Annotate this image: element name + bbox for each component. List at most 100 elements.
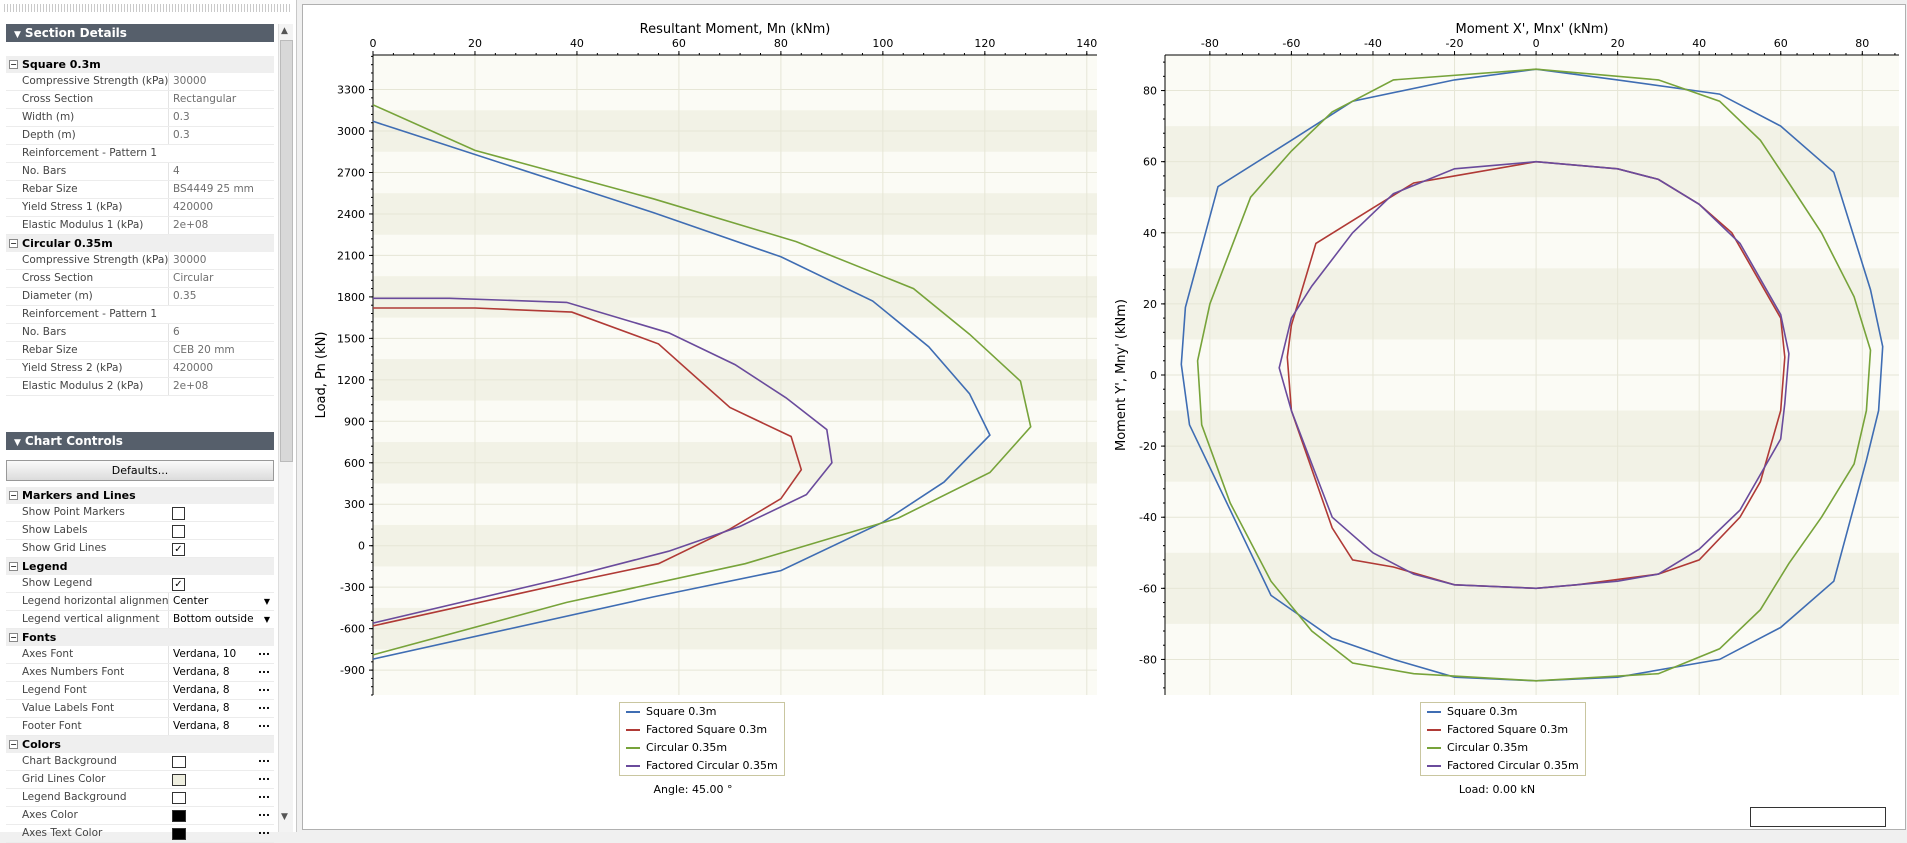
ellipsis-button[interactable]: ... <box>258 807 270 819</box>
property-row[interactable]: Reinforcement - Pattern 1 <box>6 145 274 163</box>
section-name: Square 0.3m <box>22 58 101 71</box>
show-point-markers-checkbox[interactable] <box>172 507 185 520</box>
x-tick-label: 140 <box>1076 37 1097 50</box>
font-label: Footer Font <box>22 720 82 732</box>
charts-svg: 0 20 40 60 80 100 120 140-900-600-3000300600900… <box>314 22 1899 696</box>
property-row[interactable]: Diameter (m) 0.35 <box>6 288 274 306</box>
font-value[interactable]: Verdana, 8 <box>168 700 273 717</box>
ellipsis-button[interactable]: ... <box>258 718 270 730</box>
ellipsis-button[interactable]: ... <box>258 771 270 783</box>
category-fonts[interactable]: − Fonts <box>6 629 274 646</box>
legend-label: Circular 0.35m <box>1447 741 1529 754</box>
ellipsis-button[interactable]: ... <box>258 789 270 801</box>
property-value: 30000 <box>168 252 273 269</box>
font-value[interactable]: Verdana, 8 <box>168 718 273 735</box>
series-line-circular-0-35m <box>372 104 1032 656</box>
section-details-header[interactable]: ▼ Section Details <box>6 24 274 42</box>
property-row[interactable]: Elastic Modulus 2 (kPa) 2e+08 <box>6 378 274 396</box>
property-label: Yield Stress 2 (kPa) <box>22 362 123 374</box>
legend-h-align-select[interactable]: Center <box>168 593 273 610</box>
status-input[interactable] <box>1750 807 1886 827</box>
property-row[interactable]: Cross Section Circular <box>6 270 274 288</box>
y-tick-label: 80 <box>1143 85 1157 98</box>
property-row[interactable]: Yield Stress 1 (kPa) 420000 <box>6 199 274 217</box>
show-labels-checkbox[interactable] <box>172 525 185 538</box>
color-swatch[interactable] <box>172 810 186 822</box>
color-swatch[interactable] <box>172 792 186 804</box>
category-section[interactable]: − Square 0.3m <box>6 56 274 73</box>
scrollbar-thumb[interactable] <box>280 40 293 462</box>
series-line-square-0-3m <box>372 120 991 660</box>
colors-rows: Chart Background... Grid Lines Color... Le… <box>6 753 274 843</box>
show-grid-lines-checkbox[interactable]: ✓ <box>172 543 185 556</box>
y-tick-label: 60 <box>1143 156 1157 169</box>
color-swatch[interactable] <box>172 828 186 840</box>
property-value: 420000 <box>168 199 273 216</box>
x-axis-title: Moment X', Mnx' (kNm) <box>1456 22 1609 37</box>
color-row: Grid Lines Color... <box>6 771 274 789</box>
row-label: Legend vertical alignment <box>22 613 160 625</box>
legend-swatch <box>626 711 640 713</box>
ellipsis-button[interactable]: ... <box>258 700 270 712</box>
ellipsis-button[interactable]: ... <box>258 646 270 658</box>
y-tick-label: 3300 <box>337 84 365 97</box>
chart-controls-header[interactable]: ▼ Chart Controls <box>6 432 274 450</box>
collapse-triangle-icon: ▼ <box>14 438 21 448</box>
y-axis-title: Moment Y', Mny' (kNm) <box>1114 299 1129 451</box>
panel-scrollbar[interactable]: ▲ ▼ <box>278 24 293 832</box>
y-tick-label: 2700 <box>337 166 365 179</box>
ellipsis-button[interactable]: ... <box>258 825 270 837</box>
property-row[interactable]: Rebar Size CEB 20 mm <box>6 342 274 360</box>
property-row[interactable]: Cross Section Rectangular <box>6 91 274 109</box>
font-value[interactable]: Verdana, 10 <box>168 646 273 663</box>
property-value: Circular <box>168 270 273 287</box>
ellipsis-button[interactable]: ... <box>258 682 270 694</box>
property-row[interactable]: Reinforcement - Pattern 1 <box>6 306 274 324</box>
property-row[interactable]: Yield Stress 2 (kPa) 420000 <box>6 360 274 378</box>
y-tick-label: 1500 <box>337 332 365 345</box>
property-row[interactable]: Width (m) 0.3 <box>6 109 274 127</box>
font-value[interactable]: Verdana, 8 <box>168 682 273 699</box>
show-legend-checkbox[interactable]: ✓ <box>172 578 185 591</box>
category-colors[interactable]: − Colors <box>6 736 274 753</box>
property-label: Rebar Size <box>22 344 78 356</box>
property-value: Rectangular <box>168 91 273 108</box>
ellipsis-button[interactable]: ... <box>258 753 270 765</box>
font-label: Axes Numbers Font <box>22 666 125 678</box>
color-swatch[interactable] <box>172 774 186 786</box>
legend-interaction-chart: Square 0.3m Factored Square 0.3m Circular … <box>619 702 785 776</box>
panel-grip[interactable] <box>4 4 290 12</box>
ellipsis-button[interactable]: ... <box>258 664 270 676</box>
category-markers-lines[interactable]: − Markers and Lines <box>6 487 274 504</box>
property-label: Yield Stress 1 (kPa) <box>22 201 123 213</box>
property-row[interactable]: Rebar Size BS4449 25 mm <box>6 181 274 199</box>
x-tick-label: 120 <box>974 37 995 50</box>
y-tick-label: 40 <box>1143 227 1157 240</box>
legend-item: Square 0.3m <box>620 703 784 721</box>
row-legend-h-align: Legend horizontal alignment Center ▼ <box>6 593 274 611</box>
legend-item: Factored Square 0.3m <box>620 721 784 739</box>
legend-v-align-select[interactable]: Bottom outside <box>168 611 273 628</box>
category-legend[interactable]: − Legend <box>6 558 274 575</box>
property-row[interactable]: Compressive Strength (kPa) 30000 <box>6 252 274 270</box>
scroll-down-icon[interactable]: ▼ <box>281 812 288 822</box>
property-row[interactable]: No. Bars 6 <box>6 324 274 342</box>
y-tick-label: 1200 <box>337 374 365 387</box>
property-row[interactable]: Compressive Strength (kPa) 30000 <box>6 73 274 91</box>
property-row[interactable]: Depth (m) 0.3 <box>6 127 274 145</box>
row-label: Show Legend <box>22 577 93 589</box>
legend-item: Circular 0.35m <box>1421 739 1585 757</box>
color-swatch[interactable] <box>172 756 186 768</box>
category-section[interactable]: − Circular 0.35m <box>6 235 274 252</box>
y-tick-label: -600 <box>340 623 365 636</box>
defaults-button[interactable]: Defaults... <box>6 460 274 481</box>
color-row: Chart Background... <box>6 753 274 771</box>
dropdown-arrow-icon[interactable]: ▼ <box>263 597 270 606</box>
property-row[interactable]: Elastic Modulus 1 (kPa) 2e+08 <box>6 217 274 235</box>
legend-label: Circular 0.35m <box>646 741 728 754</box>
font-value[interactable]: Verdana, 8 <box>168 664 273 681</box>
dropdown-arrow-icon[interactable]: ▼ <box>263 615 270 624</box>
property-row[interactable]: No. Bars 4 <box>6 163 274 181</box>
scroll-up-icon[interactable]: ▲ <box>281 26 288 36</box>
y-tick-label: -300 <box>340 581 365 594</box>
